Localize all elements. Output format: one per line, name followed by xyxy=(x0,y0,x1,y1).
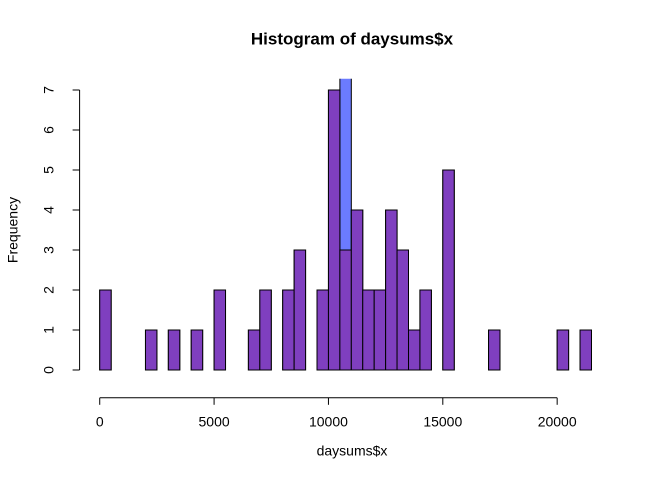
bar xyxy=(488,329,501,371)
bar xyxy=(373,289,387,371)
y-tick-label: 3 xyxy=(40,246,56,254)
x-axis-label: daysums$x xyxy=(317,443,388,459)
bar xyxy=(144,329,158,371)
y-tick-label: 0 xyxy=(40,366,56,374)
bar xyxy=(327,89,341,371)
x-tick-label: 20000 xyxy=(538,414,577,430)
bar xyxy=(579,329,592,371)
y-axis-label: Frequency xyxy=(5,197,21,263)
bar xyxy=(442,169,455,371)
bar xyxy=(213,289,227,371)
x-tick-label: 0 xyxy=(96,414,104,430)
x-tick-label: 15000 xyxy=(423,414,462,430)
bar xyxy=(396,249,409,371)
bar xyxy=(293,249,307,371)
bar xyxy=(247,329,261,371)
y-tick-label: 2 xyxy=(40,286,56,294)
y-tick-label: 4 xyxy=(40,206,56,214)
bar xyxy=(419,289,432,371)
plot-area xyxy=(99,78,592,371)
y-tick-label: 1 xyxy=(40,326,56,334)
x-tick-label: 5000 xyxy=(199,414,230,430)
bar xyxy=(282,289,295,371)
bar xyxy=(99,289,112,371)
bar xyxy=(362,289,375,371)
y-tick-label: 5 xyxy=(40,166,56,174)
bar xyxy=(339,249,352,371)
chart-title: Histogram of daysums$x xyxy=(251,29,454,48)
bar xyxy=(316,289,329,371)
bar xyxy=(556,329,570,371)
x-tick-label: 10000 xyxy=(309,414,348,430)
bar xyxy=(385,209,398,371)
bar xyxy=(190,329,204,371)
bar xyxy=(350,209,364,371)
bar xyxy=(407,329,421,371)
y-tick-label: 7 xyxy=(40,86,56,94)
y-tick-label: 6 xyxy=(40,126,56,134)
bar xyxy=(259,289,272,371)
bar xyxy=(167,329,181,371)
